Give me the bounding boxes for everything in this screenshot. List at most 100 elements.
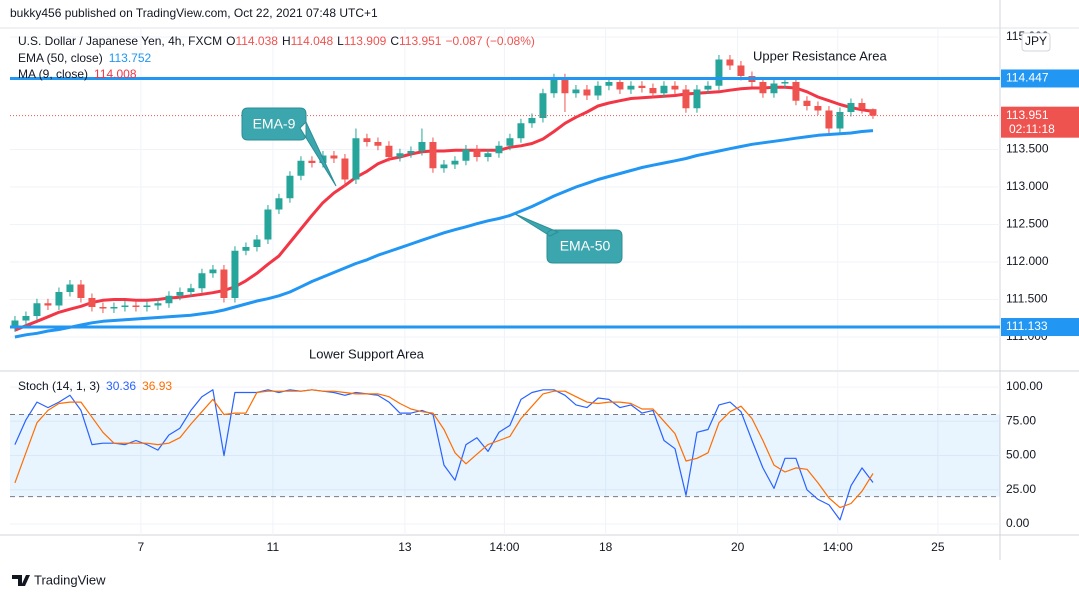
candle-body — [473, 149, 481, 157]
legend-title: Stoch (14, 1, 3) — [18, 379, 100, 393]
candle-body — [242, 247, 250, 251]
candle-body — [858, 103, 866, 109]
candle-body — [550, 78, 558, 94]
candle-body — [308, 160, 316, 163]
candle-body — [198, 273, 206, 289]
x-tick-label: 14:00 — [823, 540, 853, 554]
candle-body — [528, 118, 536, 124]
candle-body — [253, 239, 261, 247]
candle-body — [418, 142, 426, 151]
y-tick-label: 0.00 — [1006, 516, 1030, 530]
candle-body — [33, 303, 41, 316]
price-tag — [1001, 106, 1079, 138]
candle-body — [77, 284, 85, 298]
x-tick-label: 14:00 — [489, 540, 519, 554]
candle-body — [451, 160, 459, 165]
y-tick-label: 75.00 — [1006, 413, 1036, 427]
candle-body — [803, 100, 811, 106]
candle-body — [682, 89, 690, 109]
candle-body — [616, 82, 624, 90]
y-tick-label: 50.00 — [1006, 448, 1036, 462]
y-tick-label: 113.000 — [1006, 179, 1049, 193]
candle-body — [352, 138, 360, 180]
candle-body — [22, 316, 30, 321]
annotations: Upper Resistance Area Lower Support Area… — [12, 32, 1051, 587]
candle-body — [462, 149, 470, 161]
x-tick-label: 13 — [398, 540, 412, 554]
publisher: bukky456 published on TradingView.com, O… — [10, 6, 378, 20]
legend: MA (9, close) 114.008 — [18, 67, 137, 81]
candle-body — [726, 59, 734, 66]
legend-key: O — [226, 34, 235, 48]
legend-value: 36.93 — [142, 379, 172, 393]
candle-body — [825, 110, 833, 129]
x-tick-label: 25 — [931, 540, 945, 554]
candle-body — [572, 89, 580, 94]
candle-body — [143, 305, 151, 307]
annotation: Lower Support Area — [309, 346, 425, 361]
candle-body — [385, 145, 393, 157]
logo — [12, 575, 30, 586]
candle-body — [99, 307, 107, 309]
candle-body — [539, 93, 547, 118]
x-tick-label: 11 — [267, 540, 280, 554]
line-series — [14, 389, 874, 509]
annotation: Upper Resistance Area — [753, 48, 887, 63]
candle-body — [330, 155, 338, 159]
currency-box[interactable] — [1021, 32, 1051, 52]
line-series — [14, 389, 874, 521]
y-tick-label: 113.500 — [1006, 142, 1049, 156]
y-tick-label: 100.00 — [1006, 379, 1043, 393]
price-tag — [1001, 69, 1079, 88]
candle-body — [770, 83, 778, 94]
currency[interactable]: JPY — [1025, 34, 1047, 48]
candle-body — [484, 153, 492, 157]
candle-body — [220, 269, 228, 298]
candle-body — [11, 320, 19, 328]
candle-body — [66, 284, 74, 292]
candle-body — [154, 303, 162, 306]
legend-value: 30.36 — [106, 379, 136, 393]
candle-body — [429, 142, 437, 169]
candle-body — [660, 85, 668, 94]
candle-body — [506, 138, 514, 146]
candle-body — [231, 250, 239, 298]
candle-body — [264, 209, 272, 240]
price-tag-label: 111.133 — [1006, 319, 1048, 333]
candle-body — [297, 160, 305, 176]
y-tick-label: 111.500 — [1006, 292, 1048, 306]
legend-value: 113.752 — [109, 51, 152, 65]
callout-box — [514, 213, 623, 264]
candle-body — [396, 153, 404, 157]
candle-body — [671, 85, 679, 90]
candle-body — [594, 85, 602, 96]
candle-body — [627, 85, 635, 90]
legend: Stoch (14, 1, 3) 30.36 36.93 — [18, 379, 172, 393]
candle-body — [88, 298, 96, 307]
price-tag-label: 114.447 — [1006, 71, 1049, 85]
candle-body — [605, 82, 613, 86]
candle-body — [55, 292, 63, 306]
candle-body — [583, 89, 591, 96]
legend: EMA (50, close) 113.752 — [18, 51, 152, 65]
candle-body — [363, 138, 371, 142]
x-tick-label: 7 — [138, 540, 145, 554]
legend-value: 114.038 — [235, 34, 278, 48]
line-series — [14, 129, 874, 339]
candle-body — [209, 269, 217, 274]
candle-body — [165, 295, 173, 304]
legend-title: U.S. Dollar / Japanese Yen, 4h, FXCM — [18, 34, 222, 48]
candle-body — [847, 103, 855, 112]
candle-body — [792, 82, 800, 101]
candle-body — [44, 303, 52, 306]
legend-key: C — [390, 34, 399, 48]
candle-body — [132, 305, 140, 307]
candle-body — [407, 151, 415, 154]
price-tag — [1001, 318, 1079, 337]
candle-body — [517, 123, 525, 139]
legend-value: 113.951 — [399, 34, 442, 48]
candle-body — [286, 175, 294, 199]
candle-body — [869, 109, 877, 116]
candle-body — [693, 89, 701, 109]
